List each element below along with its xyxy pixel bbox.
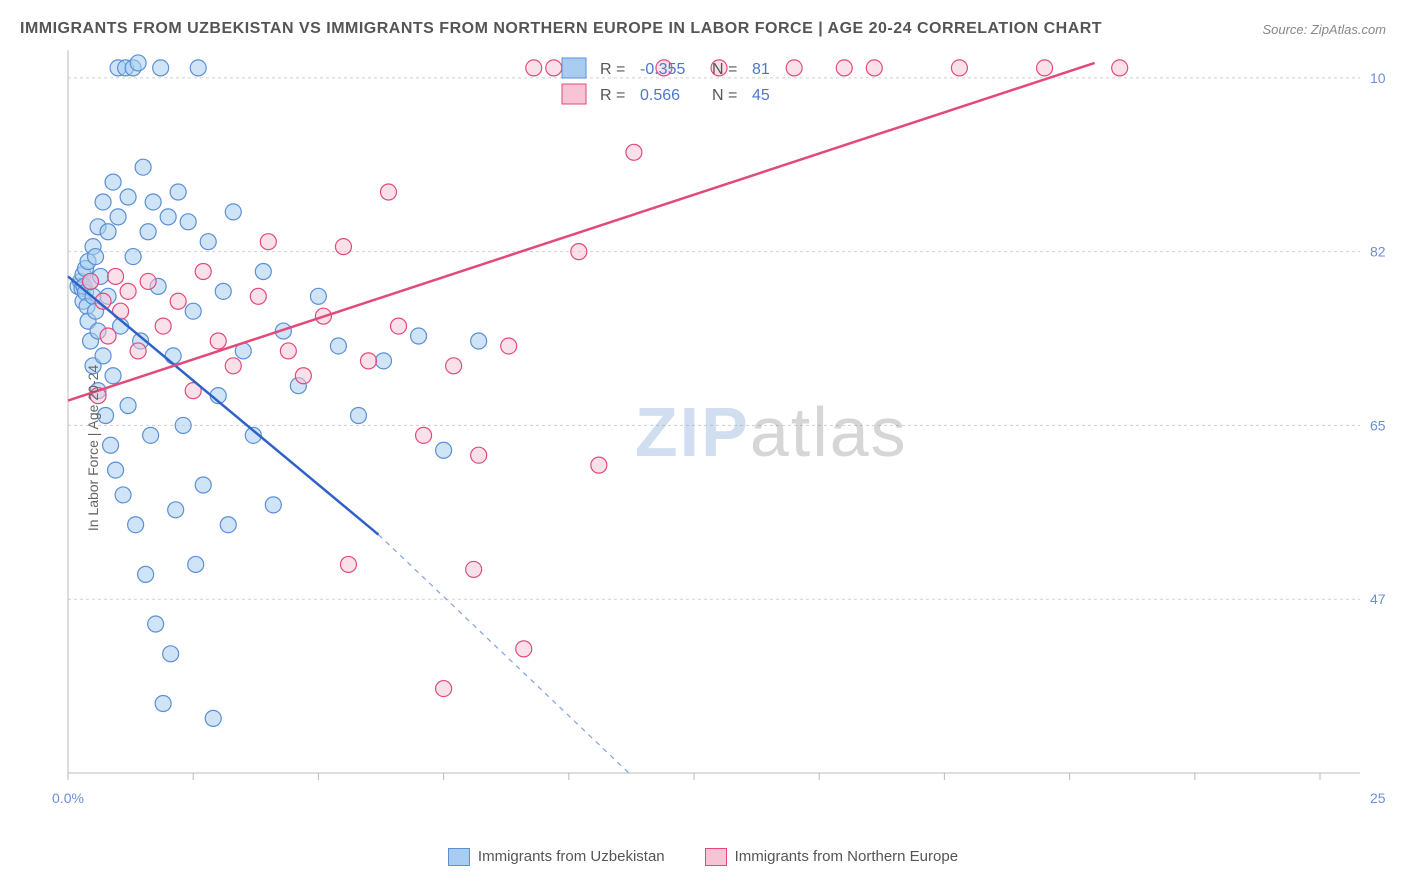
legend-item: Immigrants from Uzbekistan: [448, 848, 665, 866]
y-axis-label: In Labor Force | Age 20-24: [85, 365, 101, 531]
correlation-chart: 47.5% 65.0% 82.5% 100.0% 0.0% 25.0% R = -0.355 N…: [20, 48, 1386, 808]
svg-text:R =: R =: [600, 87, 625, 104]
svg-text:0.566: 0.566: [640, 87, 680, 104]
svg-text:R =: R =: [600, 61, 625, 78]
chart-source: Source: ZipAtlas.com: [1262, 22, 1386, 37]
legend-swatch: [705, 848, 727, 866]
legend-bottom: Immigrants from Uzbekistan Immigrants fro…: [20, 848, 1386, 866]
stats-legend: R = -0.355 N = 81 R = 0.566 N = 45: [562, 58, 770, 104]
legend-label: Immigrants from Northern Europe: [735, 848, 958, 865]
svg-text:45: 45: [752, 87, 770, 104]
svg-text:-0.355: -0.355: [640, 61, 685, 78]
legend-item: Immigrants from Northern Europe: [705, 848, 958, 866]
trend-northern-europe: [68, 63, 1095, 401]
svg-text:N =: N =: [712, 61, 737, 78]
legend-swatch: [448, 848, 470, 866]
svg-text:100.0%: 100.0%: [1370, 70, 1386, 86]
chart-title: IMMIGRANTS FROM UZBEKISTAN VS IMMIGRANTS…: [20, 20, 1102, 38]
svg-text:82.5%: 82.5%: [1370, 244, 1386, 260]
svg-text:0.0%: 0.0%: [52, 790, 84, 806]
svg-text:47.5%: 47.5%: [1370, 591, 1386, 607]
svg-text:25.0%: 25.0%: [1370, 790, 1386, 806]
chart-container: In Labor Force | Age 20-24 ZIPatlas 47.5…: [20, 48, 1386, 848]
series-uzbekistan: [70, 55, 487, 726]
svg-text:N =: N =: [712, 87, 737, 104]
legend-label: Immigrants from Uzbekistan: [478, 848, 665, 865]
svg-text:65.0%: 65.0%: [1370, 417, 1386, 433]
chart-header: IMMIGRANTS FROM UZBEKISTAN VS IMMIGRANTS…: [20, 20, 1386, 38]
svg-text:81: 81: [752, 61, 770, 78]
series-northern-europe: [83, 60, 1128, 697]
